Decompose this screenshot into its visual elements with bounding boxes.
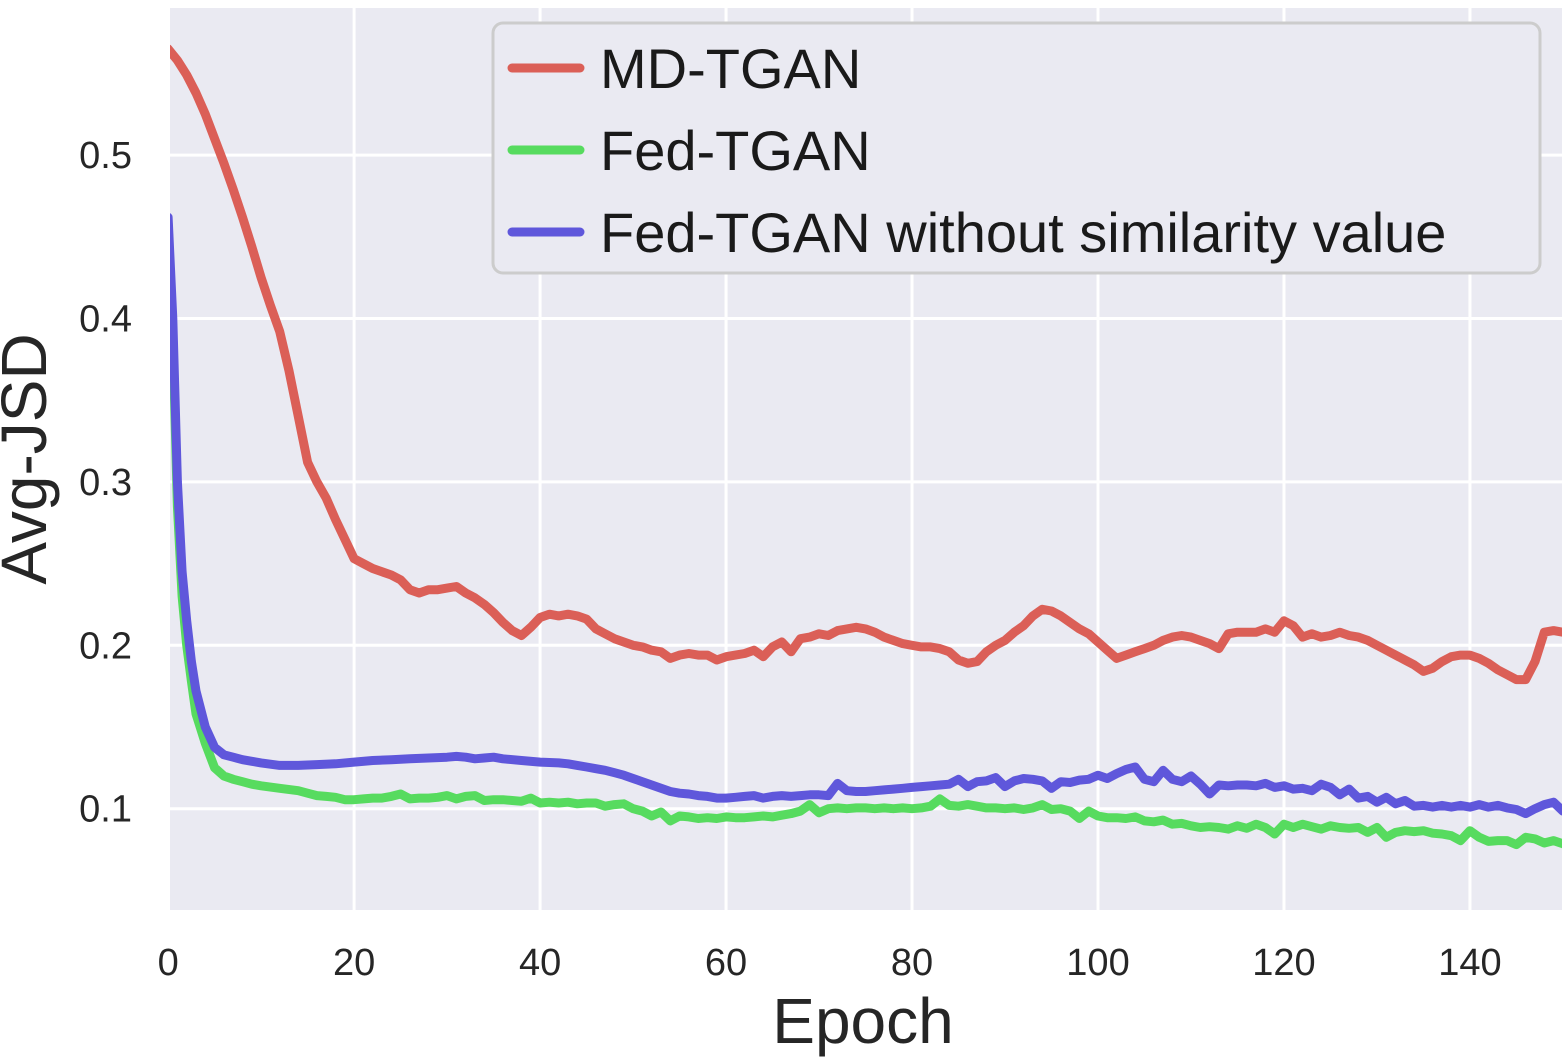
x-tick-label-100: 100 [1066, 942, 1129, 984]
x-tick-label-60: 60 [705, 942, 747, 984]
x-axis-label: Epoch [772, 985, 953, 1057]
x-tick-labels: 0 20 40 60 80 100 120 140 [158, 942, 1502, 984]
x-tick-label-20: 20 [333, 942, 375, 984]
legend-label-fed-tgan-without-similarity-value: Fed-TGAN without similarity value [600, 201, 1446, 264]
series-line-fed-tgan [170, 219, 1562, 850]
y-tick-labels: 0.1 0.2 0.3 0.4 0.5 [79, 135, 132, 831]
x-tick-label-40: 40 [519, 942, 561, 984]
y-tick-label-0.3: 0.3 [79, 462, 132, 504]
series-line-md-tgan [170, 44, 1562, 685]
y-tick-label-0.2: 0.2 [79, 625, 132, 667]
legend-label-md-tgan: MD-TGAN [600, 37, 861, 100]
y-axis-label: Avg-JSD [0, 333, 60, 584]
legend-box [491, 21, 1542, 275]
x-tick-label-80: 80 [891, 942, 933, 984]
y-tick-label-0.4: 0.4 [79, 298, 132, 340]
x-tick-label-140: 140 [1438, 942, 1501, 984]
y-tick-label-0.5: 0.5 [79, 135, 132, 177]
x-tick-label-120: 120 [1252, 942, 1315, 984]
x-tick-label-0: 0 [158, 942, 179, 984]
series-line-fed-tgan-without-similarity-value [170, 213, 1562, 819]
legend: MD-TGAN Fed-TGAN Fed-TGAN without similari… [491, 21, 1542, 275]
legend-label-fed-tgan: Fed-TGAN [600, 119, 871, 182]
data-series [170, 44, 1562, 850]
y-tick-label-0.1: 0.1 [79, 789, 132, 831]
